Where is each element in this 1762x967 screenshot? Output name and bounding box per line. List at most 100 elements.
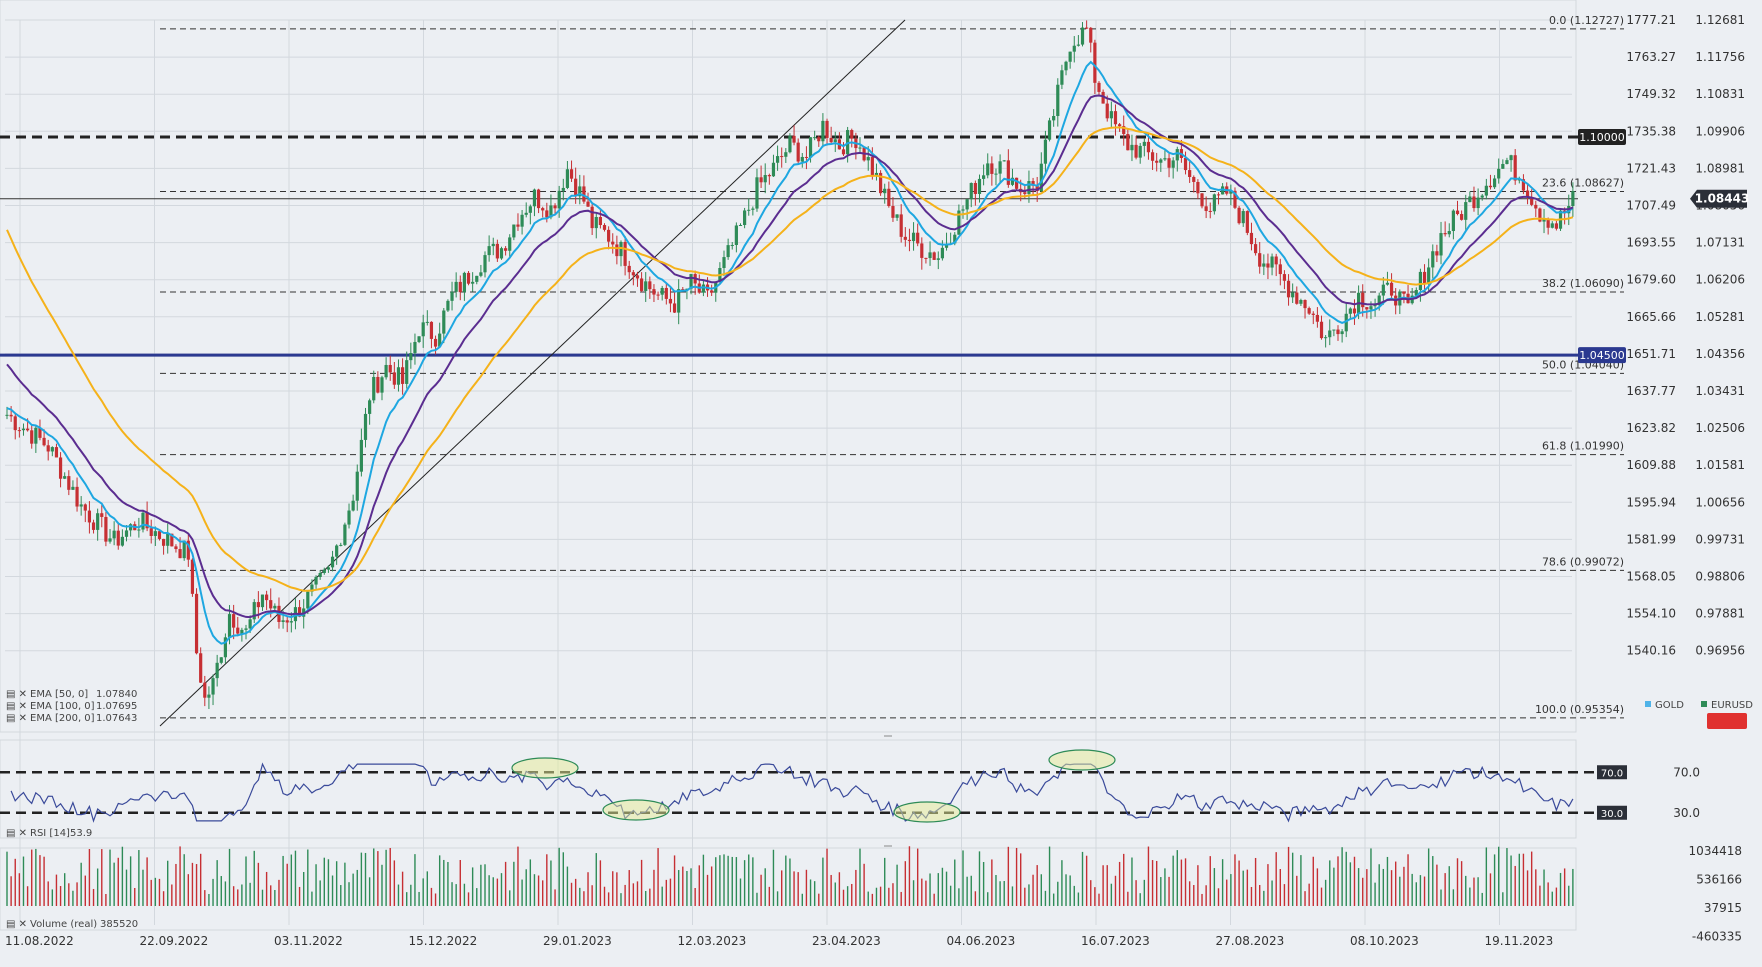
candle-body xyxy=(1093,42,1097,83)
date-axis-tick-label: 22.09.2022 xyxy=(140,934,209,948)
right-axis-tick-label: 0.99731 xyxy=(1695,532,1745,546)
volume-legend-value: 385520 xyxy=(100,919,138,930)
candle-body xyxy=(780,156,784,158)
candle-body xyxy=(1113,111,1118,125)
candle-body xyxy=(1150,152,1155,161)
candle-body xyxy=(194,593,199,654)
candle-body xyxy=(491,243,495,247)
candle-body xyxy=(273,605,277,609)
candle-body xyxy=(582,186,586,202)
rsi-highlight-ellipse[interactable] xyxy=(602,799,670,821)
candle-body xyxy=(1208,210,1212,212)
right-axis-tick-label: 1.03431 xyxy=(1695,384,1745,398)
rsi-highlight-ellipse[interactable] xyxy=(511,757,579,779)
candle-body xyxy=(553,205,557,209)
candle-body xyxy=(1422,271,1427,284)
candle-body xyxy=(1134,144,1138,158)
candle-body xyxy=(841,149,846,155)
right-axis-tick-label: 0.96956 xyxy=(1695,644,1745,658)
candle-body xyxy=(5,414,9,416)
candle-body xyxy=(145,512,149,529)
candle-body xyxy=(50,447,54,452)
candle-body xyxy=(775,156,780,163)
candle-body xyxy=(1146,141,1151,153)
candle-body xyxy=(281,620,285,623)
trend-line[interactable] xyxy=(159,19,906,727)
candle-body xyxy=(1258,253,1262,267)
eurusd-color-swatch[interactable] xyxy=(1707,713,1747,729)
rsi-highlight-ellipse[interactable] xyxy=(893,801,961,823)
candle-body xyxy=(13,416,17,431)
series-legend-label[interactable]: GOLD xyxy=(1655,700,1684,711)
left-axis-tick-label: 1777.21 xyxy=(1626,13,1676,27)
candle-body xyxy=(940,247,945,259)
candle-body xyxy=(421,322,425,337)
candle-body xyxy=(495,243,499,259)
candle-body xyxy=(1361,292,1365,308)
ema-legend-icons[interactable]: ▤ ✕ xyxy=(6,713,27,724)
candle-body xyxy=(1122,126,1126,135)
candle-body xyxy=(1377,295,1381,306)
candle-body xyxy=(339,544,343,546)
rsi-highlight-ellipse[interactable] xyxy=(1048,749,1116,771)
candle-body xyxy=(1497,168,1501,179)
candle-body xyxy=(400,367,405,384)
ema-legend-icons[interactable]: ▤ ✕ xyxy=(6,701,27,712)
candle-body xyxy=(1472,196,1476,209)
candle-body xyxy=(384,364,388,378)
ema-200-line[interactable] xyxy=(6,126,1574,592)
date-axis-tick-label: 08.10.2023 xyxy=(1350,934,1419,948)
candle-body xyxy=(137,529,141,531)
candle-body xyxy=(800,156,804,162)
candle-body xyxy=(1262,263,1266,267)
candle-body xyxy=(1274,256,1278,265)
candle-body xyxy=(1142,141,1146,146)
rsi-legend-icons[interactable]: ▤ ✕ xyxy=(6,828,27,839)
candle-body xyxy=(1056,84,1060,116)
volume-legend-icons[interactable]: ▤ ✕ xyxy=(6,919,27,930)
right-axis-tick-label: 1.10831 xyxy=(1695,87,1745,101)
candle-body xyxy=(87,510,92,523)
candle-body xyxy=(215,662,219,679)
date-axis-tick-label: 16.07.2023 xyxy=(1081,934,1150,948)
candle-body xyxy=(1241,211,1245,224)
candle-body xyxy=(924,257,928,259)
ema-legend-icons[interactable]: ▤ ✕ xyxy=(6,689,27,700)
candle-body xyxy=(161,538,166,546)
candle-body xyxy=(701,284,706,293)
candle-body xyxy=(903,236,907,240)
left-axis-tick-label: 1609.88 xyxy=(1626,458,1676,472)
rsi-level-tag xyxy=(1597,765,1627,780)
candle-body xyxy=(796,142,800,162)
series-legend-swatch xyxy=(1645,701,1651,707)
candle-body xyxy=(17,430,21,432)
candle-body xyxy=(969,182,973,200)
candle-body xyxy=(1216,194,1221,196)
candle-body xyxy=(429,321,434,339)
candle-body xyxy=(1196,181,1200,194)
candle-body xyxy=(1435,251,1439,256)
candle-body xyxy=(656,294,660,296)
candle-body xyxy=(689,274,693,289)
ema-50-line[interactable] xyxy=(6,60,1574,645)
candle-body xyxy=(986,163,990,176)
series-legend: GOLD EURUSD xyxy=(1645,700,1753,711)
fib-level-label: 0.0 (1.12727) xyxy=(1549,14,1624,27)
candle-body xyxy=(813,137,817,139)
candle-body xyxy=(141,512,145,530)
key-level-label: 1.10000 xyxy=(1579,131,1625,144)
candle-body xyxy=(42,437,46,446)
rsi-line[interactable] xyxy=(10,762,1574,823)
candle-body xyxy=(310,584,314,592)
candle-body xyxy=(1043,139,1048,164)
series-legend-label[interactable]: EURUSD xyxy=(1711,700,1753,711)
candle-body xyxy=(648,281,652,290)
candle-body xyxy=(462,272,467,293)
ema-100-line[interactable] xyxy=(6,94,1574,619)
left-axis-tick-label: 1540.16 xyxy=(1626,644,1676,658)
candle-body xyxy=(363,413,368,440)
candle-body xyxy=(1253,244,1258,254)
candle-body xyxy=(1052,115,1056,121)
date-axis-tick-label: 12.03.2023 xyxy=(678,934,747,948)
candle-body xyxy=(788,135,792,153)
